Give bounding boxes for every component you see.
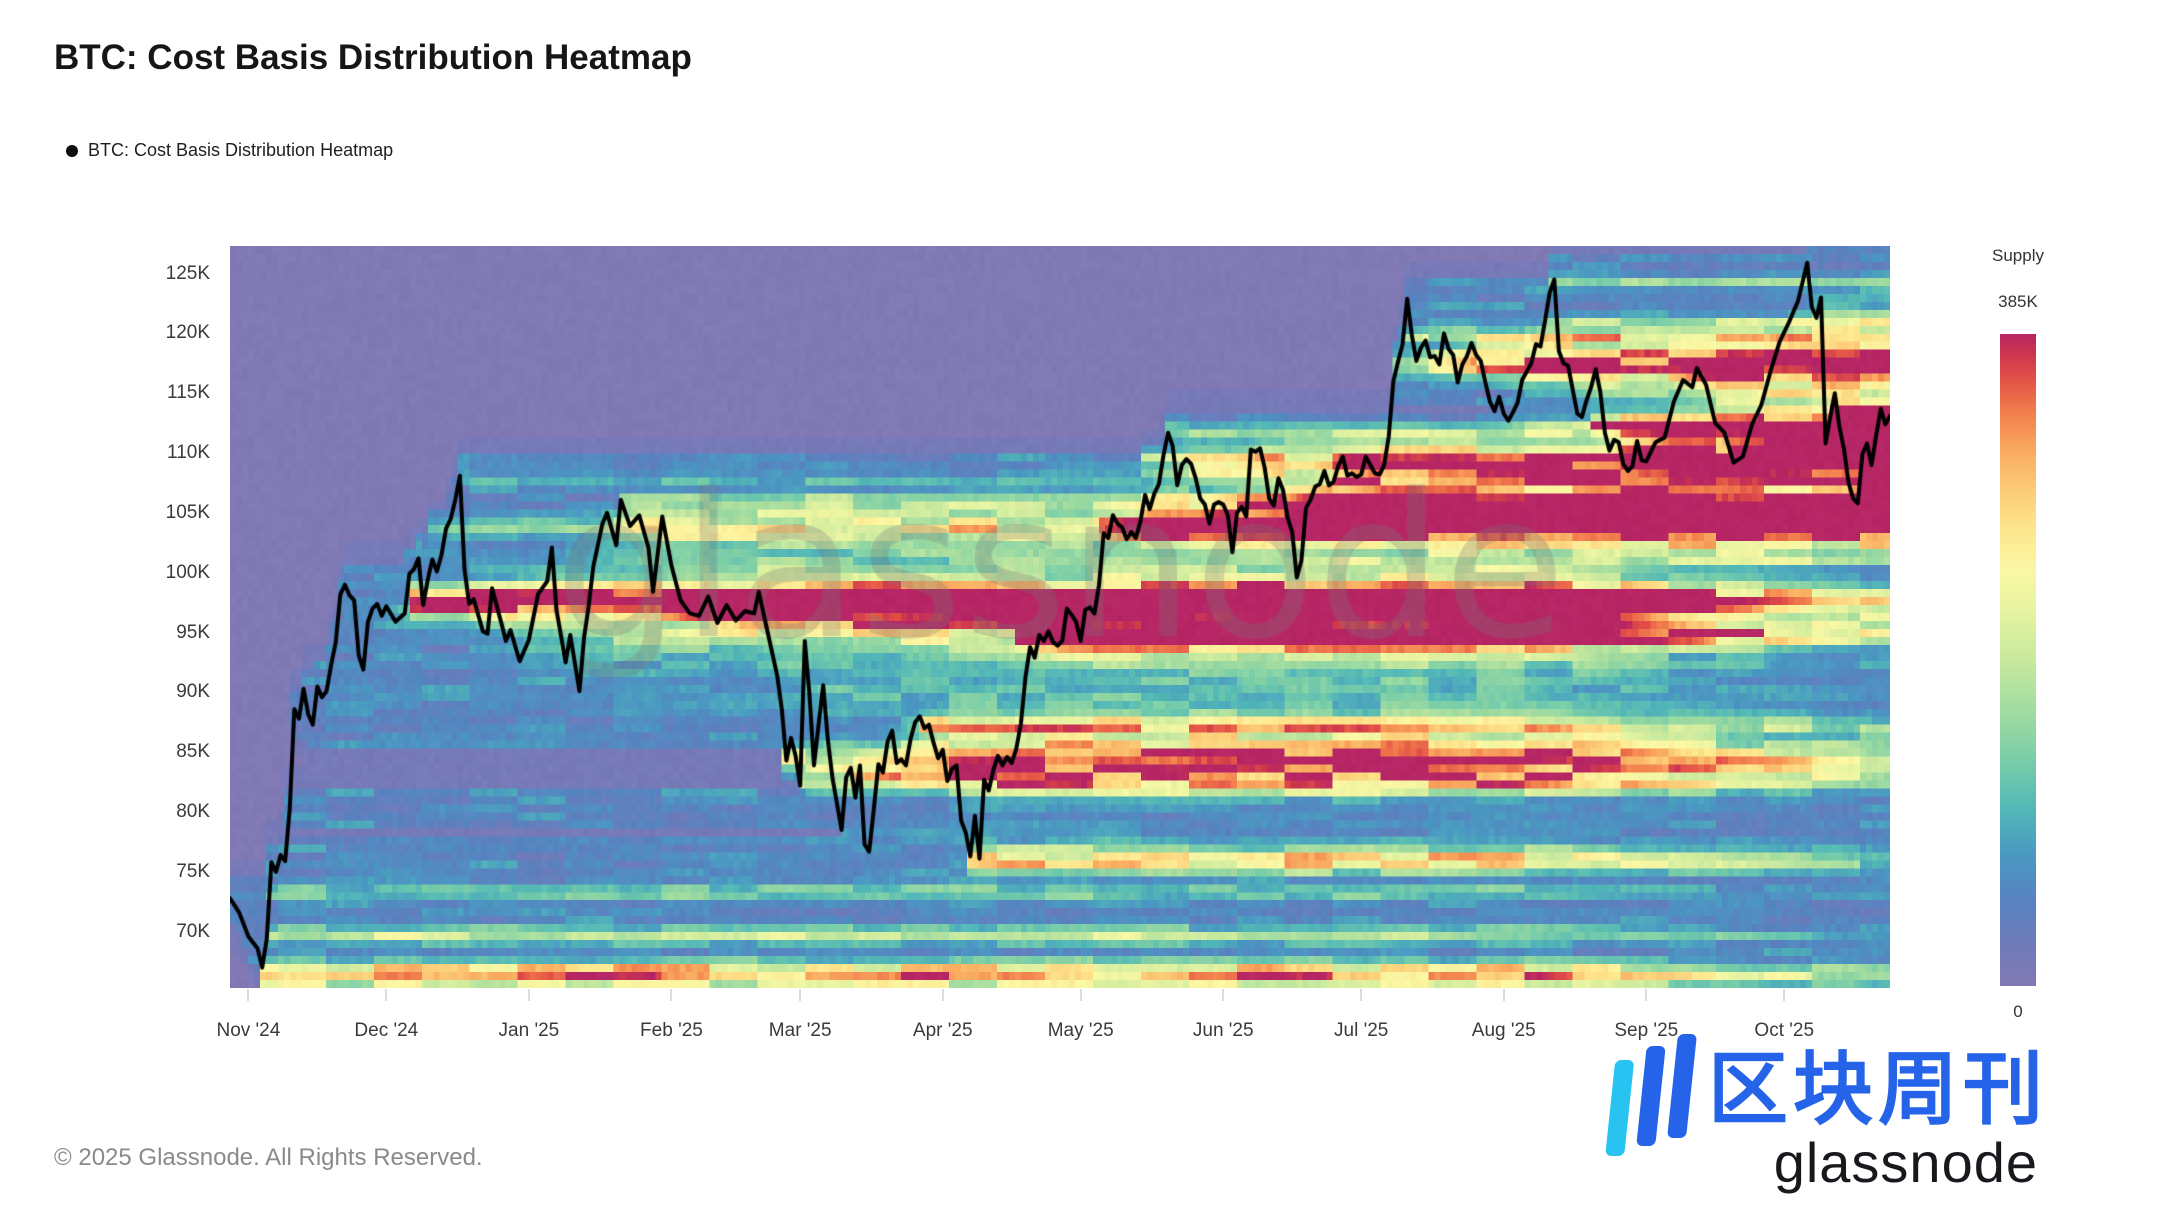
x-axis-tick [385, 989, 388, 1001]
x-axis-tick [527, 989, 530, 1001]
x-axis-tick [1222, 989, 1225, 1001]
brand-name-cn: 区块周刊 [1708, 1045, 2048, 1134]
colorbar-gradient [2000, 334, 2036, 986]
page-title: BTC: Cost Basis Distribution Heatmap [54, 38, 692, 77]
copyright-notice: © 2025 Glassnode. All Rights Reserved. [54, 1144, 483, 1171]
x-axis-tick [1502, 989, 1505, 1001]
brand-logo: 区块周刊 glassnode [1600, 1034, 2110, 1204]
heatmap-plot-area[interactable] [230, 246, 1890, 988]
colorbar-max-label: 385K [1998, 292, 2038, 311]
x-axis-tick [1360, 989, 1363, 1001]
y-axis-label-70K: 70K [176, 920, 210, 942]
x-axis-label-11: Oct '25 [1754, 1020, 1815, 1041]
x-axis-tick [799, 989, 802, 1001]
colorbar-min-label: 0 [2013, 1002, 2023, 1021]
y-axis-label-75K: 75K [176, 860, 210, 882]
colorbar-title: Supply [1992, 246, 2044, 265]
brand-bars-icon [1605, 1034, 1697, 1156]
y-axis-label-85K: 85K [176, 741, 210, 763]
x-axis-tick [247, 989, 250, 1001]
y-axis-label-120K: 120K [165, 322, 210, 344]
x-axis-label-2: Jan '25 [498, 1020, 560, 1041]
brand-name-en: glassnode [1773, 1131, 2038, 1194]
x-axis-label-9: Aug '25 [1471, 1020, 1536, 1041]
x-axis-label-4: Mar '25 [768, 1020, 832, 1041]
x-axis-label-3: Feb '25 [640, 1020, 703, 1041]
y-axis-label-100K: 100K [165, 561, 210, 583]
x-axis-tick [941, 989, 944, 1001]
y-axis-label-95K: 95K [176, 621, 210, 643]
x-axis-label-5: Apr '25 [912, 1020, 973, 1041]
x-axis-label-7: Jun '25 [1192, 1020, 1254, 1041]
y-axis-label-110K: 110K [167, 442, 210, 464]
x-axis-label-8: Jul '25 [1334, 1020, 1389, 1041]
y-axis-label-125K: 125K [165, 262, 210, 284]
x-axis-tick [1783, 989, 1786, 1001]
legend-label: BTC: Cost Basis Distribution Heatmap [88, 140, 394, 160]
x-axis-tick [670, 989, 673, 1001]
x-axis-tick [1079, 989, 1082, 1001]
y-axis-label-90K: 90K [176, 681, 210, 703]
y-axis-label-105K: 105K [165, 501, 210, 523]
price-line-canvas [230, 246, 1890, 988]
x-axis-tick [1645, 989, 1648, 1001]
x-axis-label-6: May '25 [1047, 1020, 1114, 1041]
x-axis-label-10: Sep '25 [1614, 1020, 1679, 1041]
x-axis-label-0: Nov '24 [216, 1020, 281, 1041]
legend-dot-icon [66, 144, 78, 157]
x-axis-label-1: Dec '24 [354, 1020, 419, 1041]
y-axis-label-115K: 115K [167, 382, 210, 404]
y-axis-label-80K: 80K [176, 801, 210, 823]
legend-item-btc-cbd[interactable]: BTC: Cost Basis Distribution Heatmap [66, 140, 393, 161]
